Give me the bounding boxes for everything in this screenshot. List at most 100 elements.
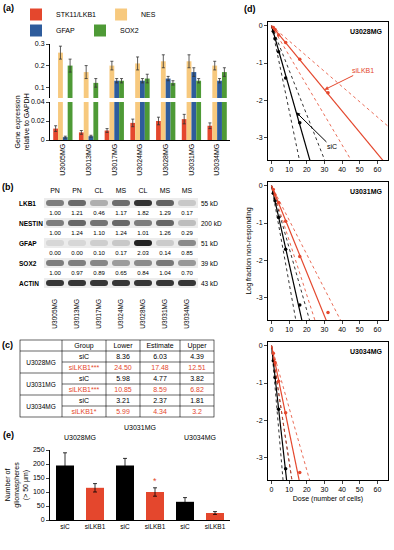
svg-text:10: 10 [285, 166, 293, 173]
svg-text:-1: -1 [256, 59, 262, 66]
svg-text:1.81: 1.81 [190, 397, 204, 404]
svg-text:1.00: 1.00 [49, 270, 61, 276]
svg-text:0.70: 0.70 [181, 270, 193, 276]
svg-text:Number ofgliomaspheres(> 50 µm: Number ofgliomaspheres(> 50 µm) [4, 462, 30, 508]
svg-text:8.36: 8.36 [116, 353, 130, 360]
svg-text:51 kD: 51 kD [201, 240, 218, 247]
svg-text:Lower: Lower [113, 342, 133, 349]
svg-text:60: 60 [374, 486, 382, 493]
svg-text:30: 30 [321, 326, 329, 333]
svg-text:U3034MG: U3034MG [350, 348, 382, 355]
svg-text:MS: MS [116, 187, 127, 194]
svg-text:0: 0 [270, 166, 274, 173]
svg-text:MS: MS [182, 187, 193, 194]
svg-text:U3024MG: U3024MG [117, 299, 124, 329]
svg-text:6.82: 6.82 [190, 386, 204, 393]
svg-text:U3028MG: U3028MG [26, 359, 56, 366]
svg-text:50: 50 [37, 502, 45, 509]
svg-text:1.24: 1.24 [115, 230, 127, 236]
svg-text:10: 10 [285, 326, 293, 333]
svg-text:0.2: 0.2 [35, 62, 45, 69]
svg-text:siLKB1: siLKB1 [145, 523, 166, 530]
svg-text:0: 0 [41, 136, 45, 143]
svg-text:4.34: 4.34 [153, 408, 167, 415]
svg-text:0.02: 0.02 [31, 117, 45, 124]
svg-text:NES: NES [141, 11, 156, 18]
svg-text:20: 20 [303, 486, 311, 493]
svg-text:U3031MG: U3031MG [124, 424, 156, 431]
svg-text:siLKB1: siLKB1 [85, 523, 106, 530]
svg-text:(e): (e) [3, 430, 14, 440]
svg-text:0.00: 0.00 [71, 250, 83, 256]
svg-text:Log fraction non-responding: Log fraction non-responding [245, 207, 253, 294]
svg-text:U3013MG: U3013MG [85, 144, 92, 176]
svg-text:0.84: 0.84 [137, 270, 149, 276]
svg-text:24.50: 24.50 [114, 364, 132, 371]
svg-text:U3034MG: U3034MG [26, 403, 56, 410]
svg-text:U3034MG: U3034MG [184, 434, 216, 441]
svg-text:1.04: 1.04 [159, 270, 171, 276]
svg-text:250: 250 [33, 446, 45, 453]
svg-text:0.65: 0.65 [115, 270, 127, 276]
svg-text:0: 0 [259, 22, 263, 29]
svg-text:1.01: 1.01 [137, 230, 149, 236]
svg-text:U3005MG: U3005MG [51, 299, 58, 329]
svg-text:0: 0 [259, 342, 263, 349]
svg-text:4.77: 4.77 [153, 375, 167, 382]
svg-text:5.98: 5.98 [116, 375, 130, 382]
svg-text:17.48: 17.48 [151, 364, 169, 371]
svg-text:(d): (d) [244, 4, 256, 14]
svg-text:10: 10 [285, 486, 293, 493]
svg-text:siC: siC [79, 375, 89, 382]
svg-text:0.29: 0.29 [181, 230, 193, 236]
svg-text:0.89: 0.89 [93, 270, 105, 276]
svg-text:0.17: 0.17 [115, 250, 127, 256]
svg-text:MS: MS [160, 187, 171, 194]
svg-text:0: 0 [41, 516, 45, 523]
svg-text:U3005MG: U3005MG [59, 144, 66, 176]
svg-text:siLKB1***: siLKB1*** [69, 364, 100, 371]
svg-text:40: 40 [338, 486, 346, 493]
svg-text:20: 20 [303, 166, 311, 173]
svg-text:50: 50 [356, 166, 364, 173]
svg-text:siC: siC [120, 523, 130, 530]
svg-text:40: 40 [338, 166, 346, 173]
svg-text:siC: siC [327, 143, 337, 150]
svg-text:(c): (c) [2, 340, 13, 350]
svg-text:ACTIN: ACTIN [19, 280, 39, 287]
svg-text:U3013MG: U3013MG [73, 299, 80, 329]
svg-text:0.46: 0.46 [93, 210, 105, 216]
svg-text:1.00: 1.00 [49, 230, 61, 236]
svg-text:0.85: 0.85 [181, 250, 193, 256]
svg-text:U3017MG: U3017MG [111, 144, 118, 176]
svg-text:Dose (number of cells): Dose (number of cells) [293, 495, 363, 503]
svg-text:CL: CL [139, 187, 148, 194]
svg-text:0.97: 0.97 [71, 270, 83, 276]
svg-text:1.24: 1.24 [71, 230, 83, 236]
svg-text:PN: PN [50, 187, 60, 194]
svg-text:SOX2: SOX2 [120, 27, 139, 34]
svg-text:siC: siC [180, 523, 190, 530]
svg-text:1.26: 1.26 [159, 230, 171, 236]
svg-text:siC: siC [60, 523, 70, 530]
svg-text:(a): (a) [3, 3, 14, 13]
svg-text:0.04: 0.04 [31, 98, 45, 105]
svg-text:55 kD: 55 kD [201, 200, 218, 207]
svg-text:0.17: 0.17 [181, 210, 193, 216]
svg-text:U3034MG: U3034MG [183, 299, 190, 329]
svg-text:U3024MG: U3024MG [136, 144, 143, 176]
svg-text:-1: -1 [256, 379, 262, 386]
svg-text:U3017MG: U3017MG [95, 299, 102, 329]
svg-text:SOX2: SOX2 [19, 260, 37, 267]
svg-text:1.10: 1.10 [93, 230, 105, 236]
svg-text:3.2: 3.2 [192, 408, 202, 415]
svg-text:30: 30 [321, 486, 329, 493]
svg-text:0: 0 [259, 182, 263, 189]
svg-text:60: 60 [374, 326, 382, 333]
svg-text:STK11/LKB1: STK11/LKB1 [56, 11, 96, 18]
svg-text:1.29: 1.29 [159, 210, 171, 216]
svg-text:4.39: 4.39 [190, 353, 204, 360]
svg-text:siC: siC [79, 397, 89, 404]
svg-text:1.21: 1.21 [71, 210, 83, 216]
svg-text:Estimate: Estimate [146, 342, 173, 349]
